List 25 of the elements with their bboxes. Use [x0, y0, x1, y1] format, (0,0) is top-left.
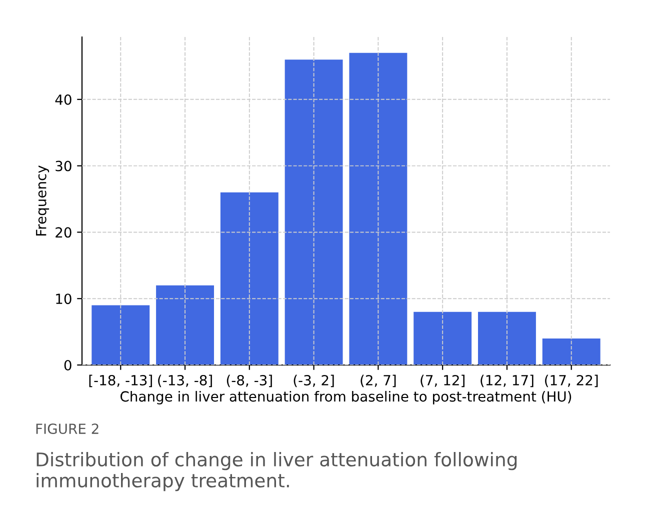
bar [349, 52, 408, 365]
bar [220, 192, 278, 365]
x-tick-label: (-13, -8] [158, 374, 212, 388]
y-tick-label: 10 [56, 294, 72, 304]
x-tick-label: (17, 22] [545, 374, 598, 388]
y-tick-label: 30 [56, 160, 72, 172]
bar [92, 305, 150, 365]
x-tick-label: [-18, -13] [89, 374, 152, 388]
bar [284, 60, 343, 365]
x-axis-title: Change in liver attenuation from baseline to post-treatment (HU) [120, 390, 572, 404]
x-tick-label: (-3, 2] [294, 374, 334, 388]
caption: FIGURE 2 [36, 424, 98, 434]
bar [414, 312, 472, 365]
y-tick-label: 0 [64, 360, 72, 370]
bar [542, 338, 600, 365]
bar [156, 285, 214, 365]
x-tick-label: (2, 7] [360, 374, 396, 388]
x-tick-label: (-8, -3] [226, 374, 272, 388]
y-axis-title: Frequency [36, 166, 50, 236]
bar [478, 312, 536, 365]
x-tick-label: (12, 17] [480, 374, 534, 388]
text: Distribution of change in liver attenuation following immunotherapy treatment. [36, 452, 517, 492]
y-tick-label: 20 [56, 227, 72, 238]
y-tick-label: 40 [55, 94, 72, 105]
x-tick-label: (7, 12] [420, 374, 464, 388]
